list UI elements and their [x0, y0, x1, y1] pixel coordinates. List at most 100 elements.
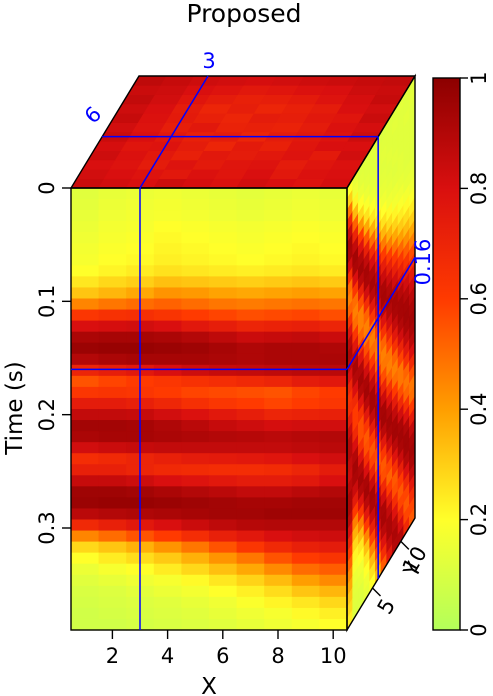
front-cell [319, 265, 348, 277]
front-cell [264, 431, 293, 443]
front-cell [71, 475, 100, 487]
front-cell [209, 386, 238, 399]
front-cell [264, 552, 293, 565]
front-cell [153, 409, 182, 421]
front-cell [264, 453, 293, 465]
front-cell [291, 243, 320, 255]
front-cell [181, 607, 210, 620]
front-cell [236, 508, 265, 521]
front-cell [209, 541, 238, 554]
front-cell [264, 409, 293, 421]
front-cell [291, 298, 320, 311]
front-cell [209, 596, 238, 609]
front-cell [153, 552, 182, 565]
front-cell [98, 342, 127, 355]
front-cell [236, 420, 265, 432]
front-cell [291, 508, 320, 521]
front-cell [291, 364, 320, 377]
colorbar-tick-label: 0.6 [467, 282, 491, 315]
front-cell [236, 265, 265, 277]
front-cell [236, 618, 265, 631]
front-cell [181, 364, 210, 377]
front-cell [181, 287, 210, 300]
front-cell [319, 210, 348, 222]
front-cell [236, 596, 265, 609]
front-cell [98, 243, 127, 255]
front-cell [181, 475, 210, 487]
front-cell [98, 397, 127, 410]
front-cell [98, 254, 127, 266]
front-cell [181, 618, 210, 631]
front-cell [98, 563, 127, 576]
front-cell [236, 298, 265, 311]
front-cell [291, 375, 320, 388]
front-face [71, 188, 348, 631]
front-cell [209, 364, 238, 377]
front-cell [71, 574, 100, 587]
front-cell [291, 342, 320, 355]
front-cell [98, 475, 127, 487]
front-cell [209, 309, 238, 322]
front-cell [236, 464, 265, 476]
front-cell [319, 607, 348, 620]
chart-title: Proposed [186, 0, 301, 28]
front-cell [319, 541, 348, 554]
front-cell [291, 596, 320, 609]
front-cell [319, 397, 348, 410]
front-cell [236, 375, 265, 388]
front-cell [264, 342, 293, 355]
front-cell [153, 243, 182, 255]
x-tick-label: 6 [216, 644, 229, 668]
front-cell [291, 475, 320, 487]
front-cell [153, 309, 182, 322]
x-axis-label: X [201, 674, 217, 696]
front-cell [98, 618, 127, 631]
front-cell [153, 397, 182, 410]
front-cell [264, 607, 293, 620]
front-cell [153, 386, 182, 399]
front-cell [291, 431, 320, 443]
front-cell [209, 574, 238, 587]
time-tick-label: 0.1 [35, 285, 59, 318]
front-cell [236, 276, 265, 289]
front-cell [181, 519, 210, 532]
front-cell [291, 232, 320, 244]
front-cell [98, 353, 127, 366]
front-cell [291, 353, 320, 366]
front-cell [291, 519, 320, 532]
front-cell [153, 254, 182, 266]
front-cell [98, 574, 127, 587]
front-cell [319, 574, 348, 587]
front-cell [71, 530, 100, 543]
slice-x-top [139, 75, 209, 189]
front-cell [319, 508, 348, 521]
front-cell [153, 221, 182, 233]
front-cell [181, 541, 210, 554]
x-tick-label: 10 [320, 644, 347, 668]
front-cell [236, 221, 265, 233]
front-cell [181, 320, 210, 333]
front-cell [236, 563, 265, 576]
front-cell [153, 232, 182, 244]
front-cell [153, 574, 182, 587]
front-cell [98, 497, 127, 510]
front-cell [153, 475, 182, 487]
front-cell [291, 618, 320, 631]
front-cell [209, 464, 238, 476]
front-cell [264, 519, 293, 532]
front-cell [153, 331, 182, 344]
front-cell [153, 353, 182, 366]
front-cell [291, 453, 320, 465]
front-cell [236, 188, 265, 200]
front-cell [71, 464, 100, 476]
front-cell [236, 431, 265, 443]
slice-time-side [346, 256, 416, 370]
front-cell [236, 541, 265, 554]
front-cell [236, 552, 265, 565]
front-cell [264, 221, 293, 233]
front-cell [71, 453, 100, 465]
front-cell [264, 486, 293, 498]
front-cell [71, 210, 100, 222]
front-cell [98, 375, 127, 388]
